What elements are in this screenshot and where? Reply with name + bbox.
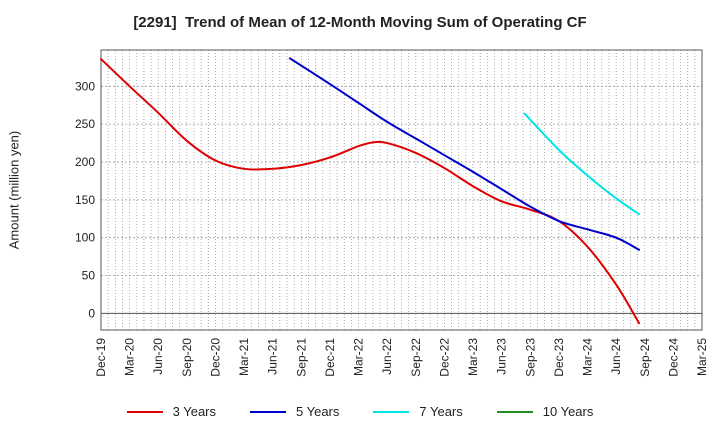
y-tick-label: 250 (75, 117, 95, 131)
y-tick-label: 150 (75, 193, 95, 207)
plot-frame (100, 49, 703, 331)
legend-label-7-years: 7 Years (419, 404, 463, 419)
x-tick-label: Dec-19 (94, 338, 108, 377)
chart-title: [2291] Trend of Mean of 12-Month Moving … (133, 14, 587, 31)
x-tick-label: Mar-23 (466, 338, 480, 376)
x-tick-label: Mar-25 (695, 338, 709, 376)
x-tick-label: Dec-24 (666, 338, 680, 377)
x-tick-label: Dec-23 (552, 338, 566, 377)
legend-swatch-3-years (126, 410, 163, 413)
x-tick-label: Mar-20 (123, 338, 137, 376)
x-tick-label: Jun-22 (380, 338, 394, 375)
y-tick-label: 50 (82, 269, 96, 283)
x-tick-label: Mar-24 (581, 338, 595, 376)
grid (101, 50, 702, 330)
x-tick-label: Sep-22 (409, 338, 423, 377)
legend-item-3-years: 3 Years (126, 404, 216, 419)
y-tick-label: 100 (75, 231, 95, 245)
y-tick-label: 0 (88, 306, 95, 320)
axes: 0 50 100 150 200 250 300 Dec-19 Mar-20 Jun-20 Sep-… (75, 49, 709, 377)
x-tick-label: Jun-24 (609, 338, 623, 375)
x-tick-label: Sep-21 (294, 338, 308, 377)
legend-label-5-years: 5 Years (296, 404, 340, 419)
x-tick-label: Jun-20 (151, 338, 165, 375)
legend: 3 Years 5 Years 7 Years 10 Years (0, 404, 720, 419)
x-tick-label: Dec-20 (208, 338, 222, 377)
legend-swatch-10-years (496, 410, 533, 413)
legend-swatch-7-years (373, 410, 410, 413)
x-tick-label: Sep-20 (180, 338, 194, 377)
series-line-3-years (100, 58, 641, 325)
x-tick-label: Jun-23 (495, 338, 509, 375)
series-line-7-years (523, 112, 641, 216)
x-tick-label: Sep-23 (523, 338, 537, 377)
y-tick-label: 300 (75, 79, 95, 93)
legend-item-7-years: 7 Years (373, 404, 463, 419)
y-tick-label: 200 (75, 155, 95, 169)
legend-swatch-5-years (250, 410, 286, 413)
x-tick-label: Jun-21 (266, 338, 280, 375)
x-tick-label: Sep-24 (638, 338, 652, 377)
series-line-5-years (288, 57, 641, 251)
x-tick-label: Mar-22 (352, 338, 366, 376)
x-tick-label: Mar-21 (237, 338, 251, 376)
legend-item-5-years: 5 Years (250, 404, 339, 419)
x-tick-label: Dec-22 (437, 338, 451, 377)
series-lines (100, 57, 641, 325)
legend-label-3-years: 3 Years (172, 404, 216, 419)
x-tick-label: Dec-21 (323, 338, 337, 377)
legend-label-10-years: 10 Years (542, 404, 594, 419)
legend-item-10-years: 10 Years (496, 404, 594, 419)
